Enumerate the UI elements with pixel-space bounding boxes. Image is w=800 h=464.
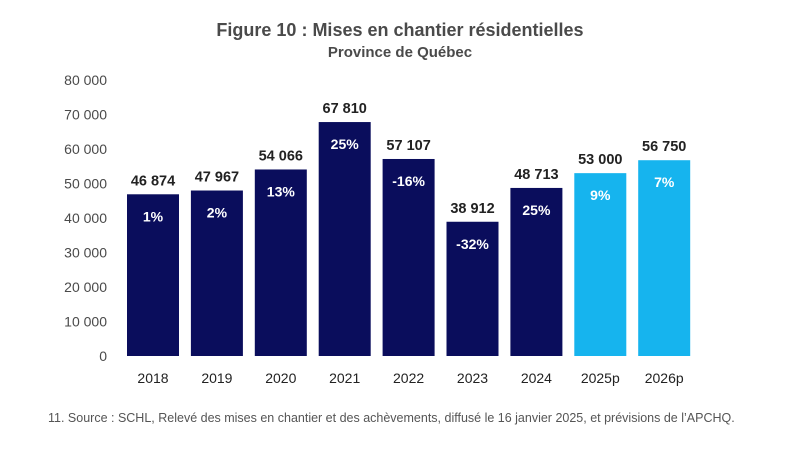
y-tick-label: 50 000 [64,176,107,192]
bar-value-label: 38 912 [450,201,494,217]
y-tick-label: 60 000 [64,141,107,157]
bar-value-label: 57 107 [386,138,430,154]
x-tick-label: 2023 [457,370,488,386]
x-tick-label: 2024 [521,370,552,386]
y-tick-label: 0 [99,348,107,364]
bar-value-label: 46 874 [131,173,175,189]
y-tick-label: 10 000 [64,314,107,330]
source-note: 11. Source : SCHL, Relevé des mises en c… [48,411,735,425]
y-tick-label: 30 000 [64,245,107,261]
bar [446,221,499,356]
bar-value-label: 67 810 [323,101,367,117]
bar [254,169,307,356]
bar-growth-label: 9% [590,187,611,203]
bar-value-label: 47 967 [195,170,239,186]
bar [510,187,563,356]
x-tick-label: 2018 [137,370,168,386]
chart-subtitle: Province de Québec [327,44,473,61]
y-tick-label: 20 000 [64,279,107,295]
bar-value-label: 56 750 [642,139,686,155]
chart-title: Figure 10 : Mises en chantier résidentie… [216,20,584,40]
x-tick-label: 2025p [581,370,620,386]
bar [638,160,691,356]
bar-growth-label: 7% [654,174,675,190]
x-axis: 2018 2019 2020 2021 2022 2023 2024 2025p 2026p [137,370,683,386]
x-tick-label: 2026p [645,370,684,386]
y-tick-label: 80 000 [64,72,107,88]
x-tick-label: 2022 [393,370,424,386]
bar-growth-label: 25% [522,202,551,218]
bar-growth-label: 13% [267,183,296,199]
bar-growth-label: -16% [392,173,425,189]
bar-growth-label: 2% [207,205,228,221]
bar [318,122,371,356]
bar [190,190,243,356]
bar [127,194,179,356]
bar-growth-label: 1% [143,208,164,224]
y-axis: 0 10 000 20 000 30 000 40 000 50 000 60 000 70 … [64,72,107,364]
bar-value-label: 54 066 [259,148,303,164]
bar [382,158,435,356]
bar-growth-label: 25% [331,136,360,152]
bars: 46 874 1% 47 967 2% 54 066 13% 67 810 25% 57 107… [127,101,691,356]
x-tick-label: 2019 [201,370,232,386]
bar-growth-label: -32% [456,236,489,252]
y-tick-label: 70 000 [64,107,107,123]
x-tick-label: 2020 [265,370,296,386]
x-tick-label: 2021 [329,370,360,386]
bar-value-label: 48 713 [514,167,558,183]
bar-value-label: 53 000 [578,152,622,168]
bar [574,173,627,356]
y-tick-label: 40 000 [64,210,107,226]
